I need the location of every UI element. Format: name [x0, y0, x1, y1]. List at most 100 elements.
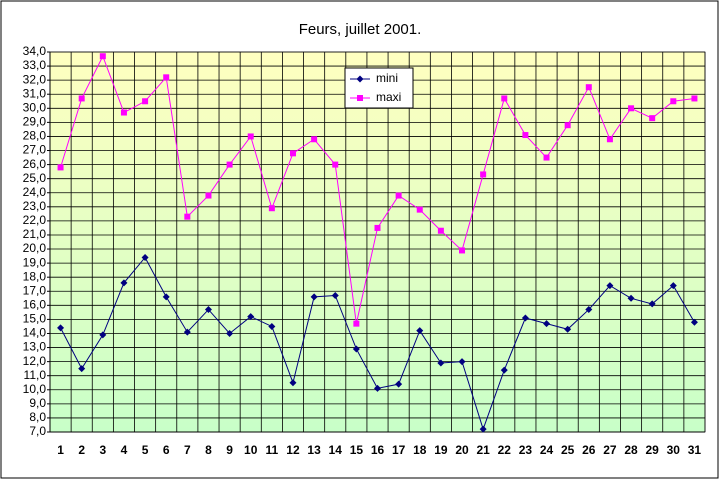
x-tick-label: 14 [329, 443, 343, 457]
marker [606, 136, 613, 143]
y-tick-label: 25,0 [23, 171, 47, 185]
x-tick-label: 18 [413, 443, 427, 457]
x-tick-label: 3 [99, 443, 106, 457]
marker [669, 282, 677, 290]
marker [543, 154, 550, 161]
marker [356, 75, 364, 83]
marker [416, 327, 424, 335]
y-tick-label: 27,0 [23, 143, 47, 157]
marker [57, 324, 65, 332]
x-tick-label: 11 [266, 443, 279, 457]
x-tick-label: 10 [244, 443, 258, 457]
x-tick-label: 22 [498, 443, 512, 457]
marker [311, 136, 318, 143]
marker [627, 294, 635, 302]
marker [57, 164, 64, 171]
x-tick-label: 23 [519, 443, 533, 457]
y-tick-label: 10,0 [23, 382, 47, 396]
y-tick-label: 11,0 [24, 368, 47, 382]
chart-title: Feurs, juillet 2001. [299, 21, 422, 38]
marker [78, 365, 86, 373]
marker [162, 293, 170, 301]
x-tick-label: 28 [624, 443, 638, 457]
marker [120, 109, 127, 116]
legend-label: maxi [376, 90, 401, 104]
x-tick-label: 30 [667, 443, 681, 457]
x-tick-label: 6 [163, 443, 170, 457]
marker [564, 325, 572, 333]
marker [585, 84, 592, 91]
x-tick-label: 9 [226, 443, 233, 457]
x-tick-label: 20 [455, 443, 469, 457]
marker [268, 205, 275, 212]
marker [374, 384, 381, 392]
y-tick-label: 29,0 [23, 115, 47, 129]
x-tick-label: 15 [350, 443, 364, 457]
plot-area [49, 51, 706, 433]
y-tick-label: 28,0 [23, 129, 47, 143]
y-tick-label: 33,0 [23, 58, 47, 72]
marker [310, 293, 318, 301]
y-tick-label: 7,0 [29, 424, 46, 438]
marker [183, 328, 191, 336]
marker [141, 253, 149, 261]
marker [142, 98, 149, 105]
marker [690, 318, 698, 326]
marker [247, 133, 254, 140]
marker [459, 247, 466, 254]
y-tick-label: 9,0 [29, 396, 46, 410]
marker [374, 224, 381, 231]
marker [628, 105, 635, 112]
x-tick-label: 1 [57, 443, 64, 457]
legend-label: mini [376, 71, 398, 85]
marker [247, 313, 255, 321]
marker [289, 379, 297, 387]
marker [479, 425, 487, 433]
marker [395, 380, 403, 388]
marker [606, 282, 614, 290]
marker [648, 300, 656, 308]
x-tick-label: 4 [121, 443, 128, 457]
y-tick-label: 26,0 [23, 157, 47, 171]
y-tick-label: 8,0 [29, 410, 46, 424]
marker [564, 122, 571, 129]
marker [353, 320, 360, 327]
marker [226, 161, 233, 168]
marker [649, 115, 656, 122]
x-tick-label: 16 [371, 443, 385, 457]
x-tick-label: 5 [142, 443, 149, 457]
marker [205, 192, 212, 199]
marker [352, 345, 360, 353]
y-tick-label: 21,0 [23, 227, 47, 241]
marker [522, 132, 529, 139]
marker [78, 95, 85, 102]
marker [163, 74, 170, 81]
y-tick-label: 17,0 [23, 283, 47, 297]
y-tick-label: 20,0 [23, 241, 47, 255]
marker [289, 150, 296, 157]
x-tick-label: 19 [434, 443, 448, 457]
marker [268, 322, 276, 330]
y-tick-label: 14,0 [23, 326, 47, 340]
x-tick-label: 17 [392, 443, 406, 457]
x-tick-label: 25 [561, 443, 575, 457]
marker [395, 192, 402, 199]
x-tick-label: 21 [476, 443, 490, 457]
marker [99, 53, 106, 60]
x-tick-label: 8 [205, 443, 212, 457]
marker [437, 227, 444, 234]
x-tick-label: 12 [286, 443, 300, 457]
x-tick-label: 13 [307, 443, 321, 457]
x-tick-label: 29 [645, 443, 659, 457]
legend-box [344, 67, 414, 109]
y-tick-label: 32,0 [23, 72, 47, 86]
x-tick-label: 26 [582, 443, 596, 457]
marker [357, 95, 363, 101]
y-tick-label: 13,0 [23, 340, 47, 354]
marker [332, 161, 339, 168]
x-tick-label: 2 [78, 443, 85, 457]
y-tick-label: 18,0 [23, 269, 47, 283]
x-tick-label: 31 [688, 443, 702, 457]
y-tick-label: 16,0 [23, 298, 47, 312]
